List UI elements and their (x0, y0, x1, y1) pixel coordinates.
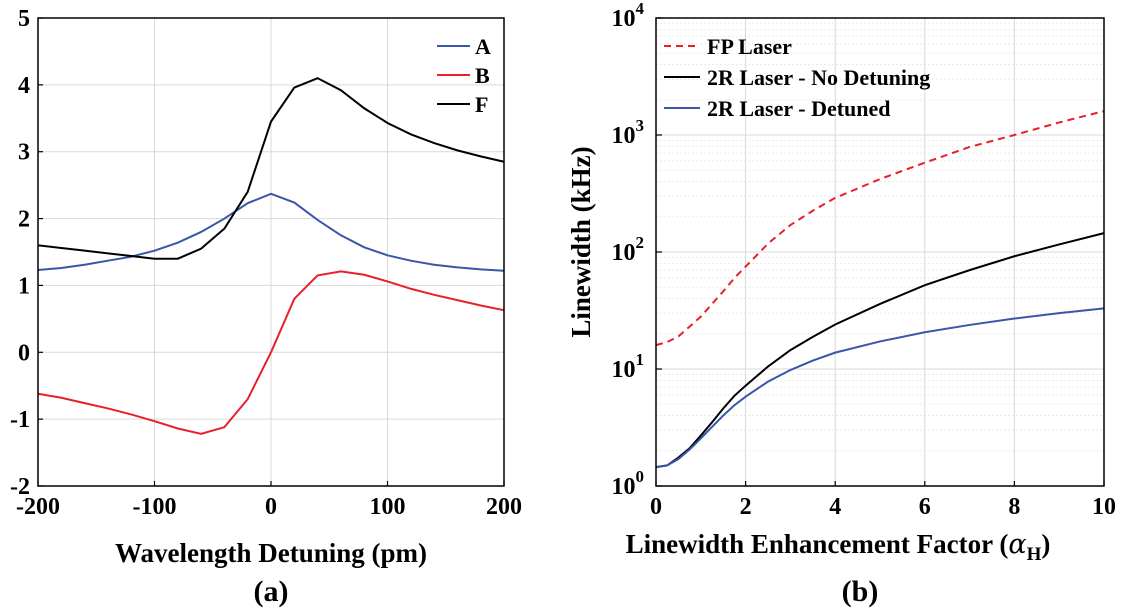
chart-a-y-tick-label-6: 4 (18, 73, 30, 99)
chart-b-x-ticks: 0 2 4 6 8 10 (650, 481, 1116, 520)
chart-a-legend-label-B: B (475, 63, 490, 88)
chart-b-y-axis-label: Linewidth (kHz) (566, 146, 596, 337)
chart-a-y-ticks: -2 -1 0 1 2 3 4 5 (10, 6, 43, 500)
chart-a-y-tick-label-7: 5 (18, 6, 30, 32)
chart-b-y-tick-exponent-3: 3 (636, 116, 645, 135)
chart-b-series (655, 110, 1105, 469)
chart-a: -200 -100 0 100 200 -2 -1 0 1 2 3 4 5 ABF Wavelengt… (10, 6, 522, 608)
chart-a-y-tick-label-0: -2 (10, 474, 30, 500)
chart-b-legend-label-1: 2R Laser - No Detuning (707, 65, 930, 90)
chart-b-caption: (b) (842, 575, 879, 608)
chart-a-x-tick-label-1: -100 (133, 494, 177, 520)
chart-b-x-tick-label-1: 2 (740, 494, 752, 520)
chart-a-grid (37, 17, 505, 487)
chart-b-x-axis-label-subscript: H (1027, 544, 1042, 565)
chart-b-legend-label-0: FP Laser (707, 34, 792, 59)
chart-b-y-tick-base-3: 10 (612, 123, 636, 149)
chart-a-x-tick-label-4: 200 (486, 494, 522, 520)
chart-b-y-tick-label-1: 101 (612, 350, 645, 383)
chart-a-legend-label-F: F (475, 92, 488, 117)
chart-b-y-tick-exponent-0: 0 (636, 467, 645, 486)
chart-b-x-tick-label-2: 4 (829, 494, 841, 520)
chart-a-x-axis-label: Wavelength Detuning (pm) (115, 538, 427, 568)
chart-b-x-tick-label-0: 0 (650, 494, 662, 520)
chart-b-y-tick-base-2: 10 (612, 240, 636, 266)
chart-b-series-line-0 (655, 110, 1105, 347)
chart-b-x-axis-label-text: Linewidth Enhancement Factor ( (626, 529, 1009, 559)
chart-a-y-tick-label-3: 1 (18, 273, 30, 299)
chart-b-y-tick-base-0: 10 (612, 474, 636, 500)
chart-b-x-tick-label-5: 10 (1092, 494, 1116, 520)
chart-b-y-tick-label-4: 104 (612, 0, 645, 32)
chart-b-y-tick-exponent-2: 2 (636, 233, 645, 252)
chart-a-series-line-A (37, 192, 505, 272)
chart-a-y-tick-label-5: 3 (18, 140, 30, 166)
chart-a-x-tick-label-3: 100 (370, 494, 406, 520)
chart-b-y-tick-base-1: 10 (612, 357, 636, 383)
chart-a-y-tick-label-2: 0 (18, 340, 30, 366)
chart-a-y-tick-label-1: -1 (10, 407, 30, 433)
chart-b-x-axis-label-close: ) (1041, 529, 1050, 559)
chart-b-y-tick-label-2: 102 (612, 233, 645, 266)
chart-a-legend: ABF (437, 34, 491, 117)
chart-b-series-line-1 (655, 232, 1105, 469)
chart-a-legend-label-A: A (475, 34, 491, 59)
chart-b-legend: FP Laser 2R Laser - No Detuning 2R Laser -… (664, 34, 930, 121)
chart-b-x-tick-label-4: 8 (1008, 494, 1020, 520)
chart-b-series-line-2 (655, 307, 1105, 469)
chart-a-x-tick-label-0: -200 (16, 494, 60, 520)
chart-b-x-axis-label-symbol: α (1008, 529, 1026, 560)
chart-a-series (37, 77, 505, 435)
chart-a-caption: (a) (254, 575, 289, 608)
chart-a-series-line-F (37, 77, 505, 260)
chart-b-legend-label-2: 2R Laser - Detuned (707, 96, 891, 121)
chart-b-x-tick-label-3: 6 (919, 494, 931, 520)
chart-a-y-tick-label-4: 2 (18, 207, 30, 233)
chart-a-series-line-B (37, 270, 505, 435)
chart-a-x-ticks: -200 -100 0 100 200 (16, 481, 522, 520)
chart-b-y-tick-exponent-1: 1 (636, 350, 645, 369)
chart-b-y-tick-label-0: 100 (612, 467, 645, 500)
chart-b-x-axis-label: Linewidth Enhancement Factor (αH) (626, 529, 1051, 565)
chart-b-y-tick-exponent-4: 4 (636, 0, 645, 18)
chart-b-y-tick-label-3: 103 (612, 116, 645, 149)
chart-a-x-tick-label-2: 0 (265, 494, 277, 520)
chart-b-y-tick-base-4: 10 (612, 6, 636, 32)
